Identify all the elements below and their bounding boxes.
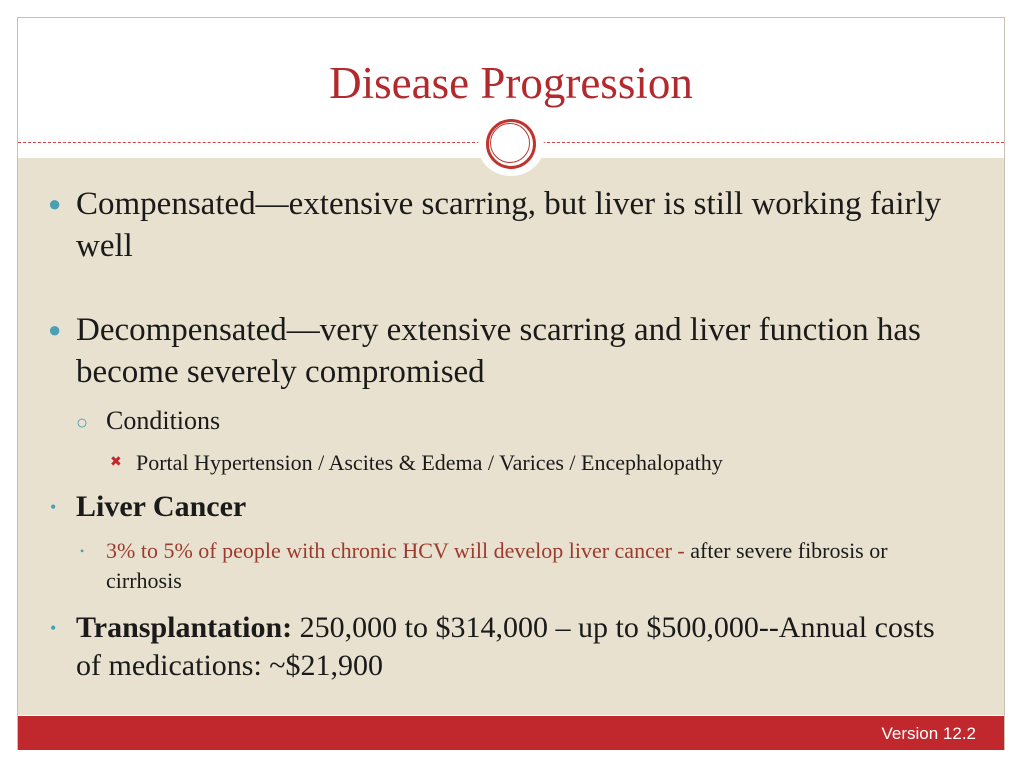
- small-bullet-icon: •: [80, 544, 85, 558]
- transplant-label: Transplantation:: [76, 611, 293, 644]
- sub-bullet-text: Conditions: [106, 406, 221, 435]
- bullet-compensated: ● Compensated—extensive scarring, but li…: [48, 183, 950, 267]
- sub-bullet-liver-cancer-detail: • 3% to 5% of people with chronic HCV wi…: [80, 536, 940, 596]
- detail-black-text: after severe fibrosis or cirrhosis: [106, 538, 888, 593]
- red-x-bullet-icon: ✖: [110, 455, 122, 470]
- version-label: Version 12.2: [881, 724, 976, 743]
- round-bullet-icon: ●: [48, 191, 62, 216]
- bullet-text: Compensated—extensive scarring, but live…: [76, 186, 942, 264]
- footer-bar: Version 12.2: [18, 716, 1004, 750]
- bullet-transplantation: • Transplantation: 250,000 to $314,000 –…: [50, 609, 950, 685]
- detail-red-text: 3% to 5% of people with chronic HCV will…: [106, 538, 685, 563]
- inner-ring-icon: [490, 123, 530, 163]
- round-bullet-icon: •: [50, 497, 57, 517]
- bullet-liver-cancer: • Liver Cancer: [50, 488, 950, 526]
- hollow-circle-bullet-icon: ○: [76, 412, 89, 434]
- bullet-decompensated: ● Decompensated—very extensive scarring …: [48, 309, 950, 393]
- sub-bullet-text: 3% to 5% of people with chronic HCV will…: [80, 536, 940, 596]
- transplant-detail: 250,000 to $314,000 – up to $500,000--An…: [76, 611, 935, 682]
- content-area: [18, 158, 1004, 715]
- round-bullet-icon: •: [50, 618, 57, 638]
- bullet-text: Liver Cancer: [76, 490, 247, 523]
- double-ring-icon: [486, 119, 536, 169]
- round-bullet-icon: ●: [48, 317, 62, 342]
- sub-sub-bullet-conditions-list: ✖ Portal Hypertension / Ascites & Edema …: [110, 449, 723, 477]
- sub-sub-bullet-text: Portal Hypertension / Ascites & Edema / …: [136, 450, 723, 475]
- sub-bullet-conditions: ○ Conditions: [76, 405, 220, 437]
- bullet-text: Decompensated—very extensive scarring an…: [76, 312, 921, 390]
- slide-title: Disease Progression: [329, 58, 693, 108]
- bullet-text: Transplantation: 250,000 to $314,000 – u…: [50, 609, 950, 685]
